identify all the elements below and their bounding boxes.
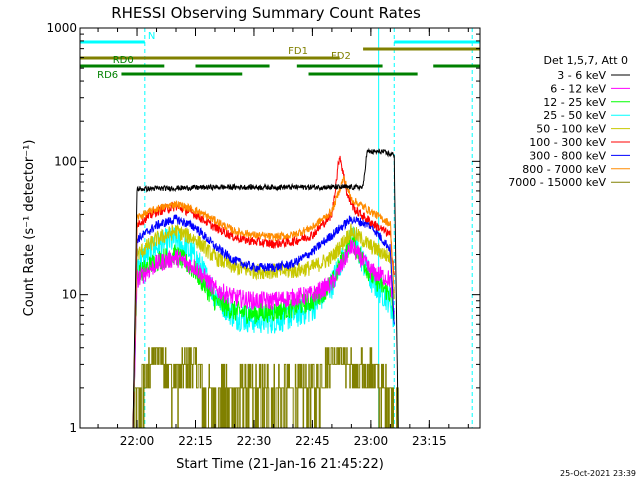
legend-label: 25 - 50 keV: [543, 109, 606, 122]
legend-label: 12 - 25 keV: [543, 96, 606, 109]
x-tick-label: 22:00: [120, 434, 155, 448]
flag-label-rd6: RD6: [97, 70, 118, 81]
y-axis-label: Count Rate (s⁻¹ detector⁻¹): [22, 140, 37, 317]
series-line-50-100-kev: [132, 223, 395, 429]
legend-label: 6 - 12 keV: [550, 82, 606, 95]
series-line-7000-15000-kev: [133, 347, 399, 429]
series-line-300-800-kev: [132, 214, 395, 429]
x-tick-label: 23:00: [354, 434, 389, 448]
x-tick-label: 22:30: [237, 434, 272, 448]
flag-label-rd0: RD0: [113, 55, 134, 66]
series-line-3-6-kev: [132, 147, 399, 429]
y-tick-label: 1000: [46, 21, 77, 35]
y-tick-label: 1: [69, 421, 77, 435]
plot-frame: [79, 27, 481, 429]
legend-label: 7000 - 15000 keV: [508, 176, 606, 189]
legend-label: 100 - 300 keV: [529, 136, 606, 149]
chart-title: RHESSI Observing Summary Count Rates: [111, 4, 421, 22]
legend-label: 3 - 6 keV: [557, 69, 606, 82]
flag-label-n: N: [148, 31, 155, 42]
series-line-800-7000-kev: [132, 175, 395, 429]
x-tick-label: 23:15: [412, 434, 447, 448]
legend-label: 800 - 7000 keV: [522, 163, 606, 176]
plot-timestamp: 25-Oct-2021 23:39: [560, 469, 636, 478]
series-line-6-12-kev: [132, 239, 395, 429]
x-axis-label: Start Time (21-Jan-16 21:45:22): [176, 457, 384, 472]
x-tick-label: 22:15: [178, 434, 213, 448]
legend-title: Det 1,5,7, Att 0: [544, 54, 628, 67]
legend-label: 50 - 100 keV: [536, 123, 606, 136]
flag-label-fd1: FD1: [288, 46, 308, 57]
y-tick-label: 10: [62, 288, 77, 302]
flag-label-fd2: FD2: [331, 51, 351, 62]
legend-label: 300 - 800 keV: [529, 149, 606, 162]
x-tick-label: 22:45: [295, 434, 330, 448]
y-tick-label: 100: [54, 154, 77, 168]
